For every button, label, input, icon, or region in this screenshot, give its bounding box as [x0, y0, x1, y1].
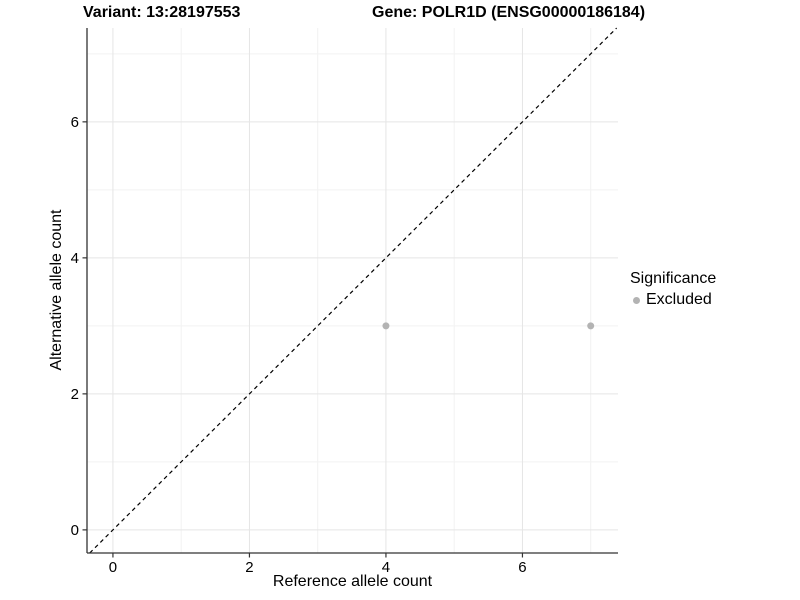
x-tick-label: 6: [518, 559, 526, 576]
x-tick-label: 2: [245, 559, 253, 576]
y-tick-label: 4: [71, 250, 79, 267]
y-tick-label: 0: [71, 522, 79, 539]
excluded-point-icon: [633, 296, 640, 304]
y-axis-title: Alternative allele count: [48, 209, 65, 371]
data-point: [382, 322, 390, 330]
y-tick-label: 6: [71, 114, 79, 131]
legend-title: Significance: [630, 270, 717, 287]
gene-title: Gene: POLR1D (ENSG00000186184): [372, 4, 646, 21]
x-tick-label: 0: [109, 559, 117, 576]
legend-item-excluded: Excluded: [630, 291, 716, 309]
x-tick-label: 4: [382, 559, 390, 576]
data-point: [587, 322, 595, 330]
x-axis-title: Reference allele count: [272, 573, 433, 590]
identity-dashed-line: [89, 27, 618, 554]
y-tick-label: 2: [71, 386, 79, 403]
legend-item-label: Excluded: [646, 291, 712, 308]
legend: Significance Excluded: [630, 270, 716, 309]
variant-title: Variant: 13:28197553: [83, 4, 241, 21]
